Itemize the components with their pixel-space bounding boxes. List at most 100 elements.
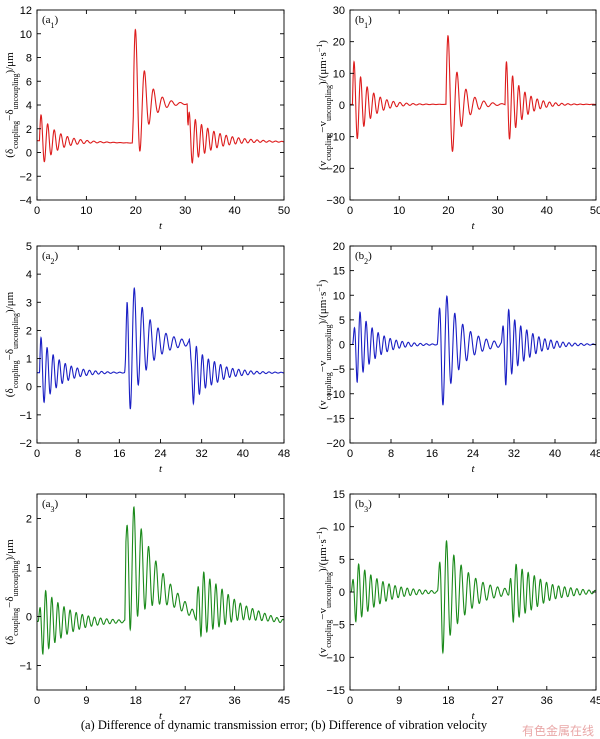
x-tick-label: 32 [196,448,208,460]
y-tick-label: 30 [333,5,345,17]
y-tick-label: −5 [332,620,345,632]
panel-label: (b1) [355,14,372,30]
x-tick-label: 8 [75,448,81,460]
y-tick-label: 0 [339,340,345,352]
x-tick-label: 0 [347,205,353,217]
y-axis-label: (δcoupling−δuncoupling)/μm [4,539,20,645]
panel-label: (a3) [42,498,59,514]
y-tick-label: 20 [333,37,345,49]
x-tick-label: 9 [83,695,89,707]
x-axis-label: t [471,710,475,722]
y-tick-label: −1 [19,661,32,673]
x-tick-label: 24 [154,448,166,460]
y-tick-label: 15 [333,266,345,278]
x-tick-label: 0 [347,695,353,707]
x-tick-label: 45 [590,695,600,707]
panel-label: (a2) [42,250,59,266]
y-tick-label: 10 [20,29,32,41]
x-tick-label: 32 [508,448,520,460]
x-tick-label: 40 [541,205,553,217]
chart-panel-3: 0 8 16 24 32 40 48 −2 −1 0 1 2 3 4 5 (a2) t (δcoupling−δu… [4,241,290,475]
x-tick-label: 0 [34,448,40,460]
chart-panel-2: 0 10 20 30 40 50 −30 −20 −10 0 10 20 30 (b1) t (vcoupli… [315,5,600,232]
series-line [350,294,596,406]
x-tick-label: 10 [393,205,405,217]
series-line [37,286,284,410]
x-tick-label: 10 [80,205,92,217]
y-tick-label: −2 [19,438,32,450]
y-tick-label: −4 [19,195,32,207]
x-tick-label: 9 [396,695,402,707]
x-tick-label: 36 [228,695,240,707]
x-tick-label: 48 [278,448,290,460]
figure-caption: (a) Difference of dynamic transmission e… [81,718,488,732]
y-tick-label: 0 [26,612,32,624]
y-tick-label: −5 [332,364,345,376]
x-tick-label: 0 [347,448,353,460]
y-tick-label: 0 [339,587,345,599]
y-tick-label: 5 [339,315,345,327]
x-axis-label: t [159,463,163,475]
x-tick-label: 8 [388,448,394,460]
plot-frame [36,493,285,691]
y-tick-label: 2 [26,514,32,526]
y-tick-label: −20 [326,163,345,175]
x-tick-label: 30 [491,205,503,217]
chart-panel-6: 0 9 18 27 36 45 −15 −10 −5 0 5 10 15 (b3) t (vcoupling−… [315,489,600,722]
y-axis-label: (δcoupling−δuncoupling)/μm [4,52,20,158]
x-tick-label: 16 [426,448,438,460]
x-tick-label: 18 [442,695,454,707]
y-tick-label: −30 [326,195,345,207]
plot-frame [349,493,597,691]
x-tick-label: 30 [179,205,191,217]
y-axis-label: (vcoupling−vuncoupling)/(μm·s−1) [315,279,333,409]
series-line [350,35,596,152]
series-line [37,28,284,164]
y-tick-label: 3 [26,297,32,309]
y-tick-label: −10 [326,652,345,664]
watermark: 有色金属在线 [522,723,594,738]
y-tick-label: 10 [333,68,345,80]
y-tick-label: 2 [26,325,32,337]
y-tick-label: 0 [339,100,345,112]
y-tick-label: −20 [326,438,345,450]
x-tick-label: 0 [34,695,40,707]
x-tick-label: 27 [179,695,191,707]
x-axis-label: t [159,220,163,232]
y-tick-label: 15 [333,489,345,501]
y-axis-label: (vcoupling−vuncoupling)/(μm·s−1) [315,40,333,170]
y-tick-label: −15 [326,685,345,697]
x-tick-label: 20 [130,205,142,217]
panel-label: (a1) [42,14,59,30]
y-tick-label: 6 [26,76,32,88]
y-tick-label: 0 [26,148,32,160]
chart-panel-1: 0 10 20 30 40 50 −4 −2 0 2 4 6 8 10 12 (a1) t (δcoupling−… [4,5,290,232]
x-tick-label: 50 [590,205,600,217]
y-tick-label: −2 [19,171,32,183]
y-tick-label: 4 [26,100,32,112]
x-tick-label: 50 [278,205,290,217]
x-axis-label: t [159,710,163,722]
y-tick-label: −10 [326,132,345,144]
y-axis-label: (vcoupling−vuncoupling)/(μm·s−1) [315,527,333,657]
series-line [37,506,284,656]
x-tick-label: 48 [590,448,600,460]
y-axis-label: (δcoupling−δuncoupling)/μm [4,291,20,397]
x-tick-label: 16 [113,448,125,460]
x-axis-label: t [471,463,475,475]
y-tick-label: 10 [333,290,345,302]
plot-frame [36,9,285,201]
x-tick-label: 27 [491,695,503,707]
y-tick-label: 5 [26,241,32,253]
y-tick-label: −1 [19,410,32,422]
y-tick-label: 12 [20,5,32,17]
x-axis-label: t [471,220,475,232]
panel-label: (b2) [355,250,372,266]
y-tick-label: 8 [26,53,32,65]
x-tick-label: 40 [237,448,249,460]
x-tick-label: 0 [34,205,40,217]
chart-panel-4: 0 8 16 24 32 40 48 −20 −15 −10 −5 0 5 10 15 20 (b2) t (vco… [315,241,600,475]
x-tick-label: 20 [442,205,454,217]
y-tick-label: 4 [26,269,32,281]
